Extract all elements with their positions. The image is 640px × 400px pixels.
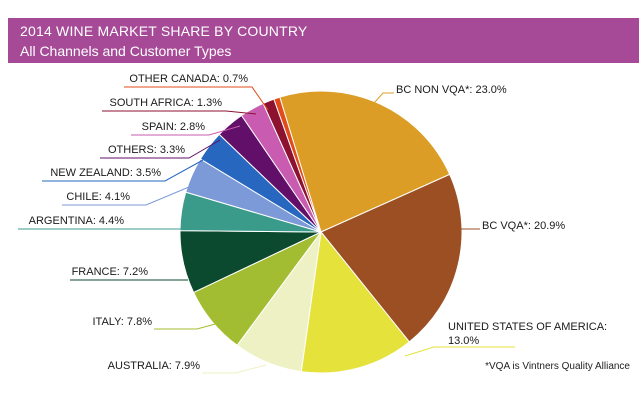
chart-title: 2014 WINE MARKET SHARE BY COUNTRY [20,23,308,39]
leader-line-new-zealand [42,159,204,182]
slice-label-spain: SPAIN: 2.8% [142,121,206,133]
pie-slice-united-states-of-america [300,230,411,374]
slice-label-bc-vqa: BC VQA*: 20.9% [482,220,565,232]
slice-label-south-africa: SOUTH AFRICA: 1.3% [110,97,223,109]
footnote: *VQA is Vintners Quality Alliance [485,361,630,372]
slice-label-australia: AUSTRALIA: 7.9% [108,360,201,372]
chart-subtitle: All Channels and Customer Types [20,43,232,59]
leader-line-chile [62,186,190,206]
slice-label-italy: ITALY: 7.8% [92,316,152,328]
leader-line-spain [131,125,241,136]
slice-label-argentina: ARGENTINA: 4.4% [29,215,125,227]
slice-label-others: OTHERS: 3.3% [108,144,185,156]
leader-line-south-africa [102,110,257,115]
leader-line-united-states-of-america [404,346,515,357]
pie-slice-bc-vqa [320,173,463,343]
slice-label-france: FRANCE: 7.2% [72,266,149,278]
slice-label-united-states-of-america: UNITED STATES OF AMERICA: 13.0% [448,321,607,347]
leader-line-australia [202,364,267,374]
leader-line-others [100,139,221,159]
leader-line-bc-non-vqa [356,92,394,123]
slice-label-chile: CHILE: 4.1% [66,191,130,203]
pie-slice-other-canada [273,96,322,233]
slice-label-other-canada: OTHER CANADA: 0.7% [129,73,248,85]
chart-header: 2014 WINE MARKET SHARE BY COUNTRY All Ch… [8,18,639,63]
pie-slice-bc-non-vqa [279,90,451,233]
slice-label-new-zealand: NEW ZEALAND: 3.5% [50,167,161,179]
slice-label-bc-non-vqa: BC NON VQA*: 23.0% [396,84,507,96]
leader-line-other-canada [124,86,269,111]
leader-line-italy [154,322,220,330]
